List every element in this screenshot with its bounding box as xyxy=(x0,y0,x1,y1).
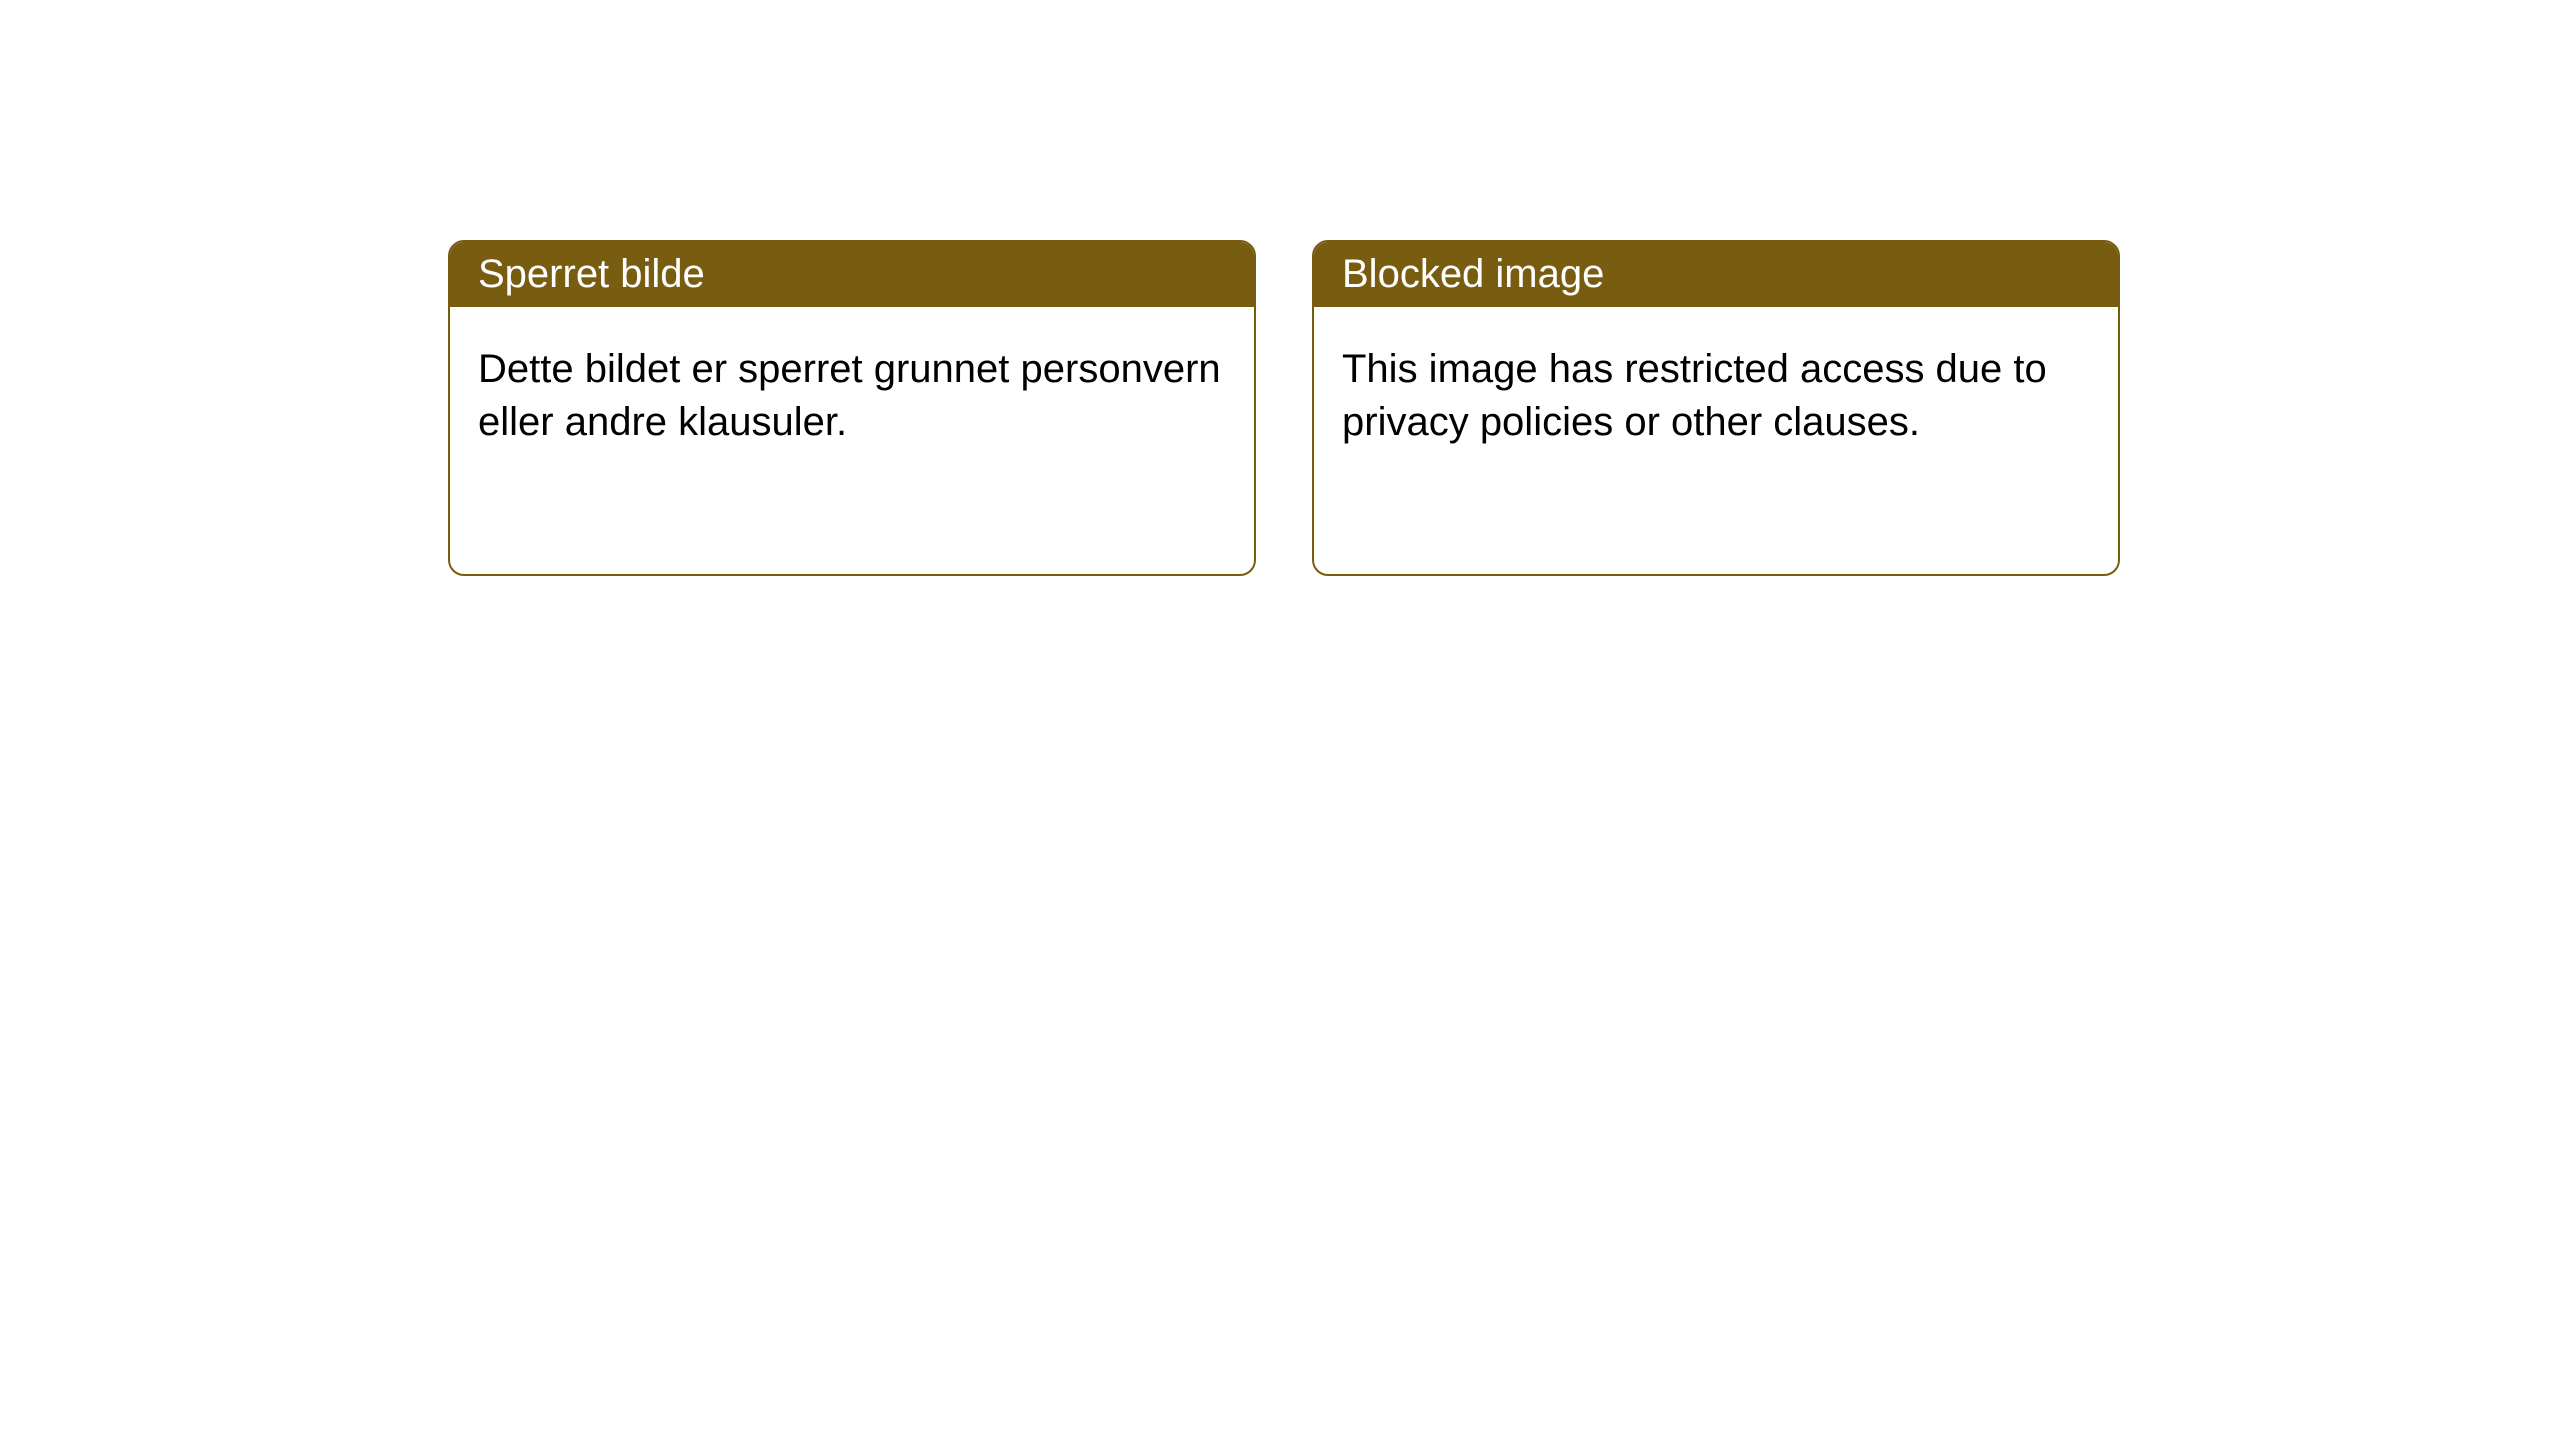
notice-container: Sperret bilde Dette bildet er sperret gr… xyxy=(0,0,2560,576)
notice-title-norwegian: Sperret bilde xyxy=(450,242,1254,307)
notice-title-english: Blocked image xyxy=(1314,242,2118,307)
notice-body-norwegian: Dette bildet er sperret grunnet personve… xyxy=(450,307,1254,485)
notice-card-norwegian: Sperret bilde Dette bildet er sperret gr… xyxy=(448,240,1256,576)
notice-body-english: This image has restricted access due to … xyxy=(1314,307,2118,485)
notice-card-english: Blocked image This image has restricted … xyxy=(1312,240,2120,576)
